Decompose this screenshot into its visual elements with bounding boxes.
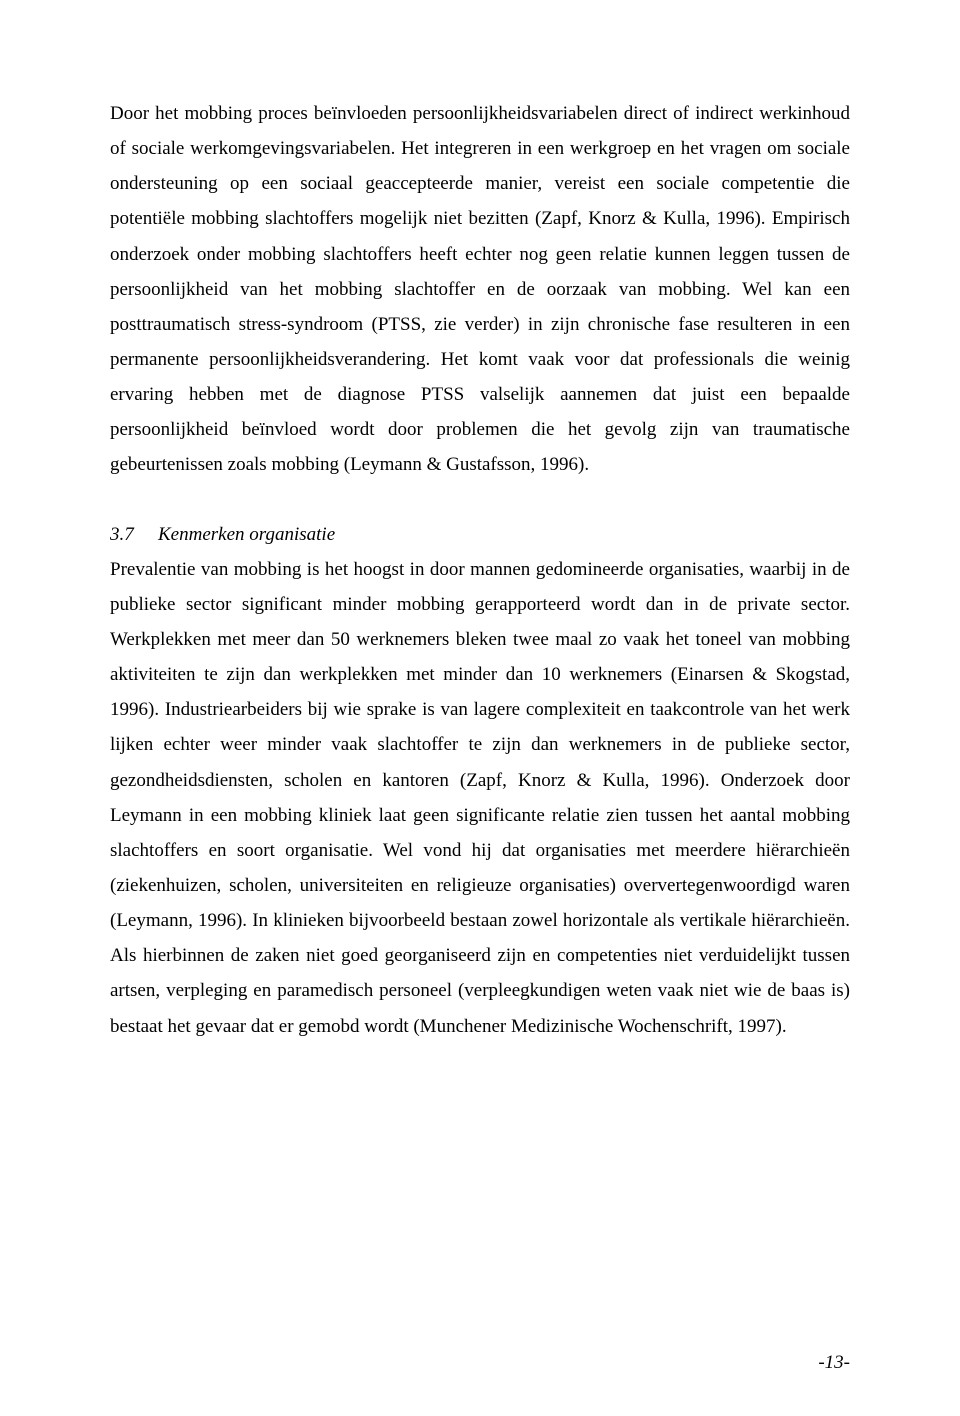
paragraph-1: Door het mobbing proces beïnvloeden pers… xyxy=(110,96,850,483)
section-heading: 3.7Kenmerken organisatie xyxy=(110,517,850,552)
page-number: -13- xyxy=(818,1352,850,1374)
section-title: Kenmerken organisatie xyxy=(158,524,335,545)
section-number: 3.7 xyxy=(110,517,158,552)
paragraph-2: Prevalentie van mobbing is het hoogst in… xyxy=(110,552,850,1044)
document-page: Door het mobbing proces beïnvloeden pers… xyxy=(0,0,960,1416)
